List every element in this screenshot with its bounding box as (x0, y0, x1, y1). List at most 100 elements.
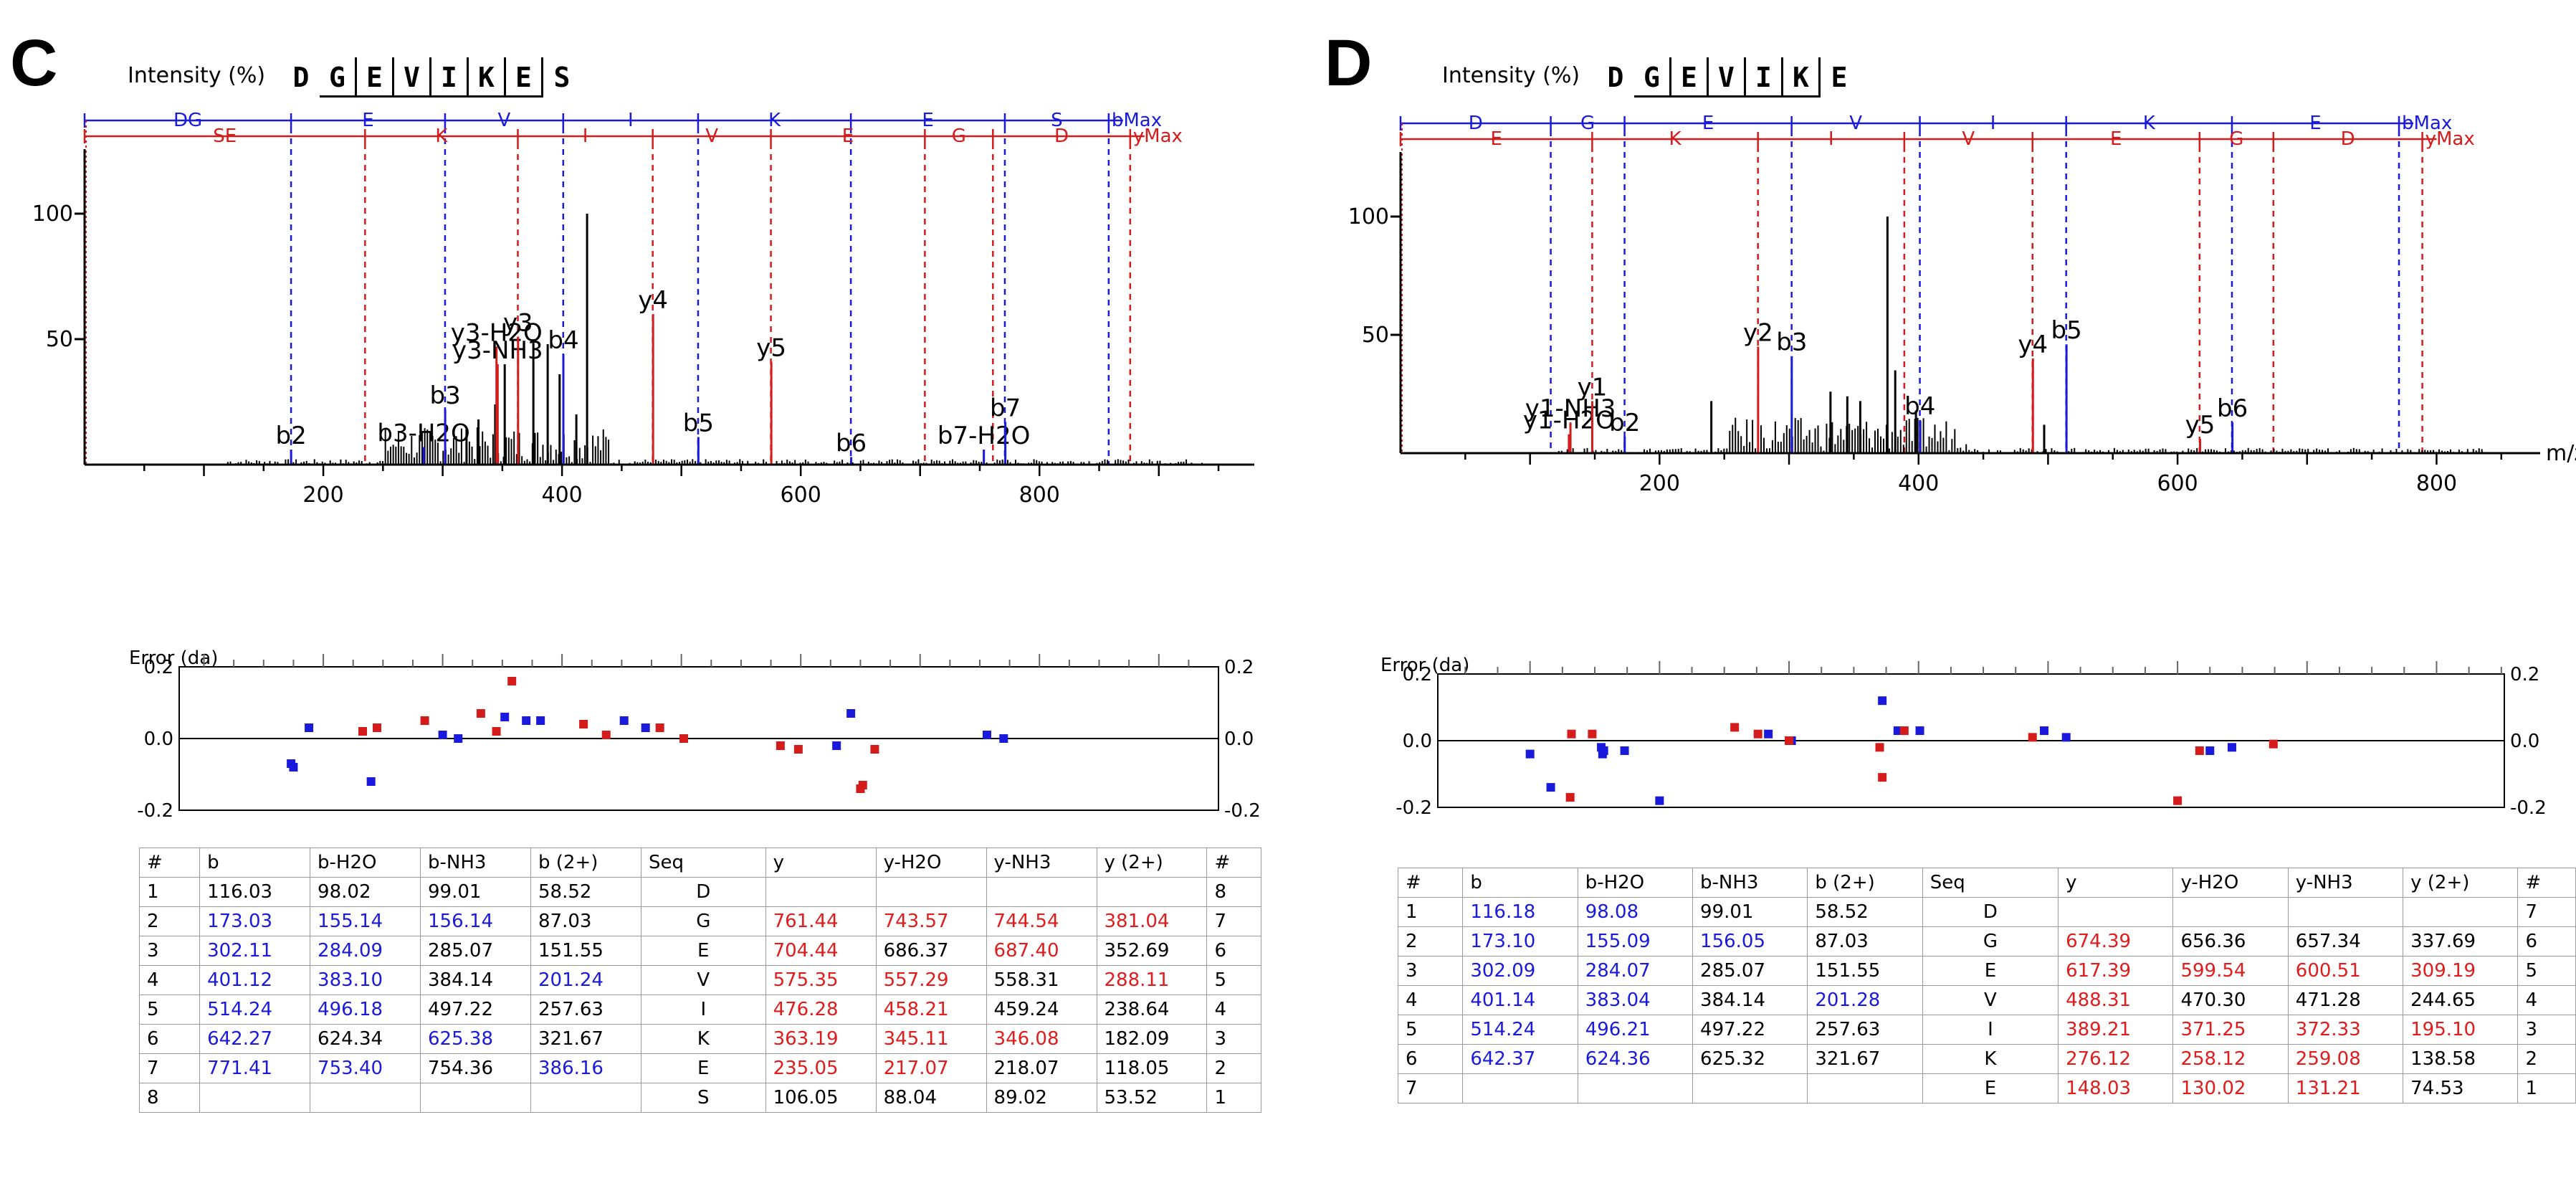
table-cell-n: 5 (1397, 1015, 1464, 1045)
peak-label: y5 (2185, 411, 2215, 440)
peak-label: y3 (503, 309, 533, 338)
table-cell-n: 2 (138, 906, 201, 936)
table-cell-n2: 7 (1206, 906, 1261, 936)
sequence-residue: K (469, 57, 506, 98)
table-cell-b: 302.11 (199, 936, 311, 966)
b_ladder-residue: I (1990, 113, 1996, 134)
column-header: y (765, 848, 877, 878)
table-cell-b: 771.41 (199, 1053, 311, 1083)
table-cell-n: 1 (1397, 897, 1464, 927)
error-point-y (507, 677, 517, 685)
table-cell-b2: 58.52 (1807, 897, 1923, 927)
column-header: y-NH3 (2287, 868, 2404, 898)
error-point-b (305, 723, 314, 732)
sequence-residue: S (553, 62, 571, 93)
x-tick-label: 600 (2157, 471, 2198, 496)
table-cell-b: 642.37 (1462, 1044, 1578, 1074)
table-cell-bnh3: 156.14 (420, 906, 531, 936)
table-cell-yh2o (875, 877, 987, 907)
column-header: y (2+) (2403, 868, 2519, 898)
error-point-b (1915, 726, 1924, 736)
table-cell-bnh3 (1692, 1073, 1808, 1103)
table-cell-bh2o: 383.10 (310, 965, 421, 995)
table-cell-bh2o: 624.34 (310, 1024, 421, 1054)
peak-label: y5 (756, 334, 786, 363)
error-y-tick-right: 0.0 (1224, 728, 1254, 750)
error-y-tick-right: -0.2 (1224, 800, 1261, 822)
table-cell-y2: 337.69 (2403, 926, 2519, 956)
table-cell-b2: 87.03 (1807, 926, 1923, 956)
error-point-y (2195, 746, 2204, 755)
table-cell-ynh3: 218.07 (986, 1053, 1097, 1083)
table-cell-y2 (1096, 877, 1208, 907)
error-y-tick-left: 0.0 (144, 728, 173, 750)
table-cell-n2: 3 (1206, 1024, 1261, 1054)
table-cell-y: 488.31 (2058, 985, 2174, 1015)
b_ladder-residue: V (1849, 113, 1862, 134)
table-cell-yh2o: 743.57 (875, 906, 987, 936)
table-cell-y: 761.44 (765, 906, 877, 936)
y_ladder-residue: I (1828, 128, 1834, 150)
error-point-y (1785, 736, 1794, 745)
table-cell-ynh3: 89.02 (986, 1083, 1097, 1113)
table-cell-seq: S (640, 1083, 766, 1113)
table-cell-bnh3: 625.38 (420, 1024, 531, 1054)
error-point-b (1655, 796, 1664, 805)
error-point-y (476, 709, 485, 718)
column-header: y-H2O (875, 848, 987, 878)
table-cell-ynh3: 259.08 (2287, 1044, 2404, 1074)
error-point-b (1525, 749, 1535, 759)
table-cell-y: 476.28 (765, 994, 877, 1025)
panel-letter: C (10, 27, 58, 100)
table-cell-y: 674.39 (2058, 926, 2174, 956)
x-tick-label: 600 (781, 483, 821, 508)
peak-label: b3-H2O (377, 419, 469, 448)
table-cell-seq: G (1922, 926, 2059, 956)
table-cell-n: 8 (138, 1083, 201, 1113)
table-cell-bnh3: 156.05 (1692, 926, 1808, 956)
y_ladder-residue: SE (213, 125, 237, 147)
table-cell-n: 4 (1397, 985, 1464, 1015)
table-cell-seq: D (1922, 897, 2059, 927)
fragment-table: # b b-H2O b-NH3 b (2+) Seq y y-H2O y-NH3 y (2+) #1… (138, 848, 1261, 1113)
table-cell-bh2o (310, 1083, 421, 1113)
sequence-residue: E (506, 57, 543, 98)
sequence-residue: D (292, 62, 310, 93)
table-cell-bh2o: 155.14 (310, 906, 421, 936)
table-cell-y2: 244.65 (2403, 985, 2519, 1015)
table-cell-n: 3 (138, 936, 201, 966)
y_ladder-residue: E (2110, 128, 2122, 150)
b_ladder-residue: D (1469, 113, 1483, 134)
table-cell-bh2o (1577, 1073, 1694, 1103)
table-cell-y: 276.12 (2058, 1044, 2174, 1074)
table-cell-n2: 5 (2517, 956, 2576, 986)
table-cell-n2: 1 (2517, 1073, 2576, 1103)
error-y-tick-right: 0.2 (2510, 664, 2539, 685)
table-cell-seq: D (640, 877, 766, 907)
x-tick-label: 200 (1639, 471, 1680, 496)
peak-label: y1 (1578, 373, 1608, 402)
table-cell-n2: 3 (2517, 1015, 2576, 1045)
b_ladder-residue: E (1702, 113, 1714, 134)
table-cell-b: 514.24 (1462, 1015, 1578, 1045)
table-cell-seq: E (1922, 1073, 2059, 1103)
error-point-y (492, 727, 501, 736)
table-cell-yh2o: 470.30 (2172, 985, 2289, 1015)
b_ladder-residue: E (922, 110, 933, 131)
table-cell-y2: 352.69 (1096, 936, 1208, 966)
table-cell-b2: 257.63 (1807, 1015, 1923, 1045)
error-point-b (999, 734, 1008, 743)
error-axis-label: Error (da) (1380, 655, 1469, 676)
error-y-tick-left: 0.0 (1403, 731, 1432, 752)
table-cell-bnh3: 99.01 (1692, 897, 1808, 927)
table-cell-yh2o: 557.29 (875, 965, 987, 995)
error-point-y (793, 745, 803, 754)
table-cell-y: 389.21 (2058, 1015, 2174, 1045)
table-row: 2 173.03 155.14 156.14 87.03 G 761.44 743.57 744… (138, 906, 1261, 936)
table-cell-yh2o: 345.11 (875, 1024, 987, 1054)
y-tick-label: 100 (1348, 204, 1389, 229)
peak-label: b3 (1776, 328, 1807, 357)
table-cell-b2 (530, 1083, 641, 1113)
column-header: # (2517, 868, 2576, 898)
error-point-y (579, 720, 588, 728)
